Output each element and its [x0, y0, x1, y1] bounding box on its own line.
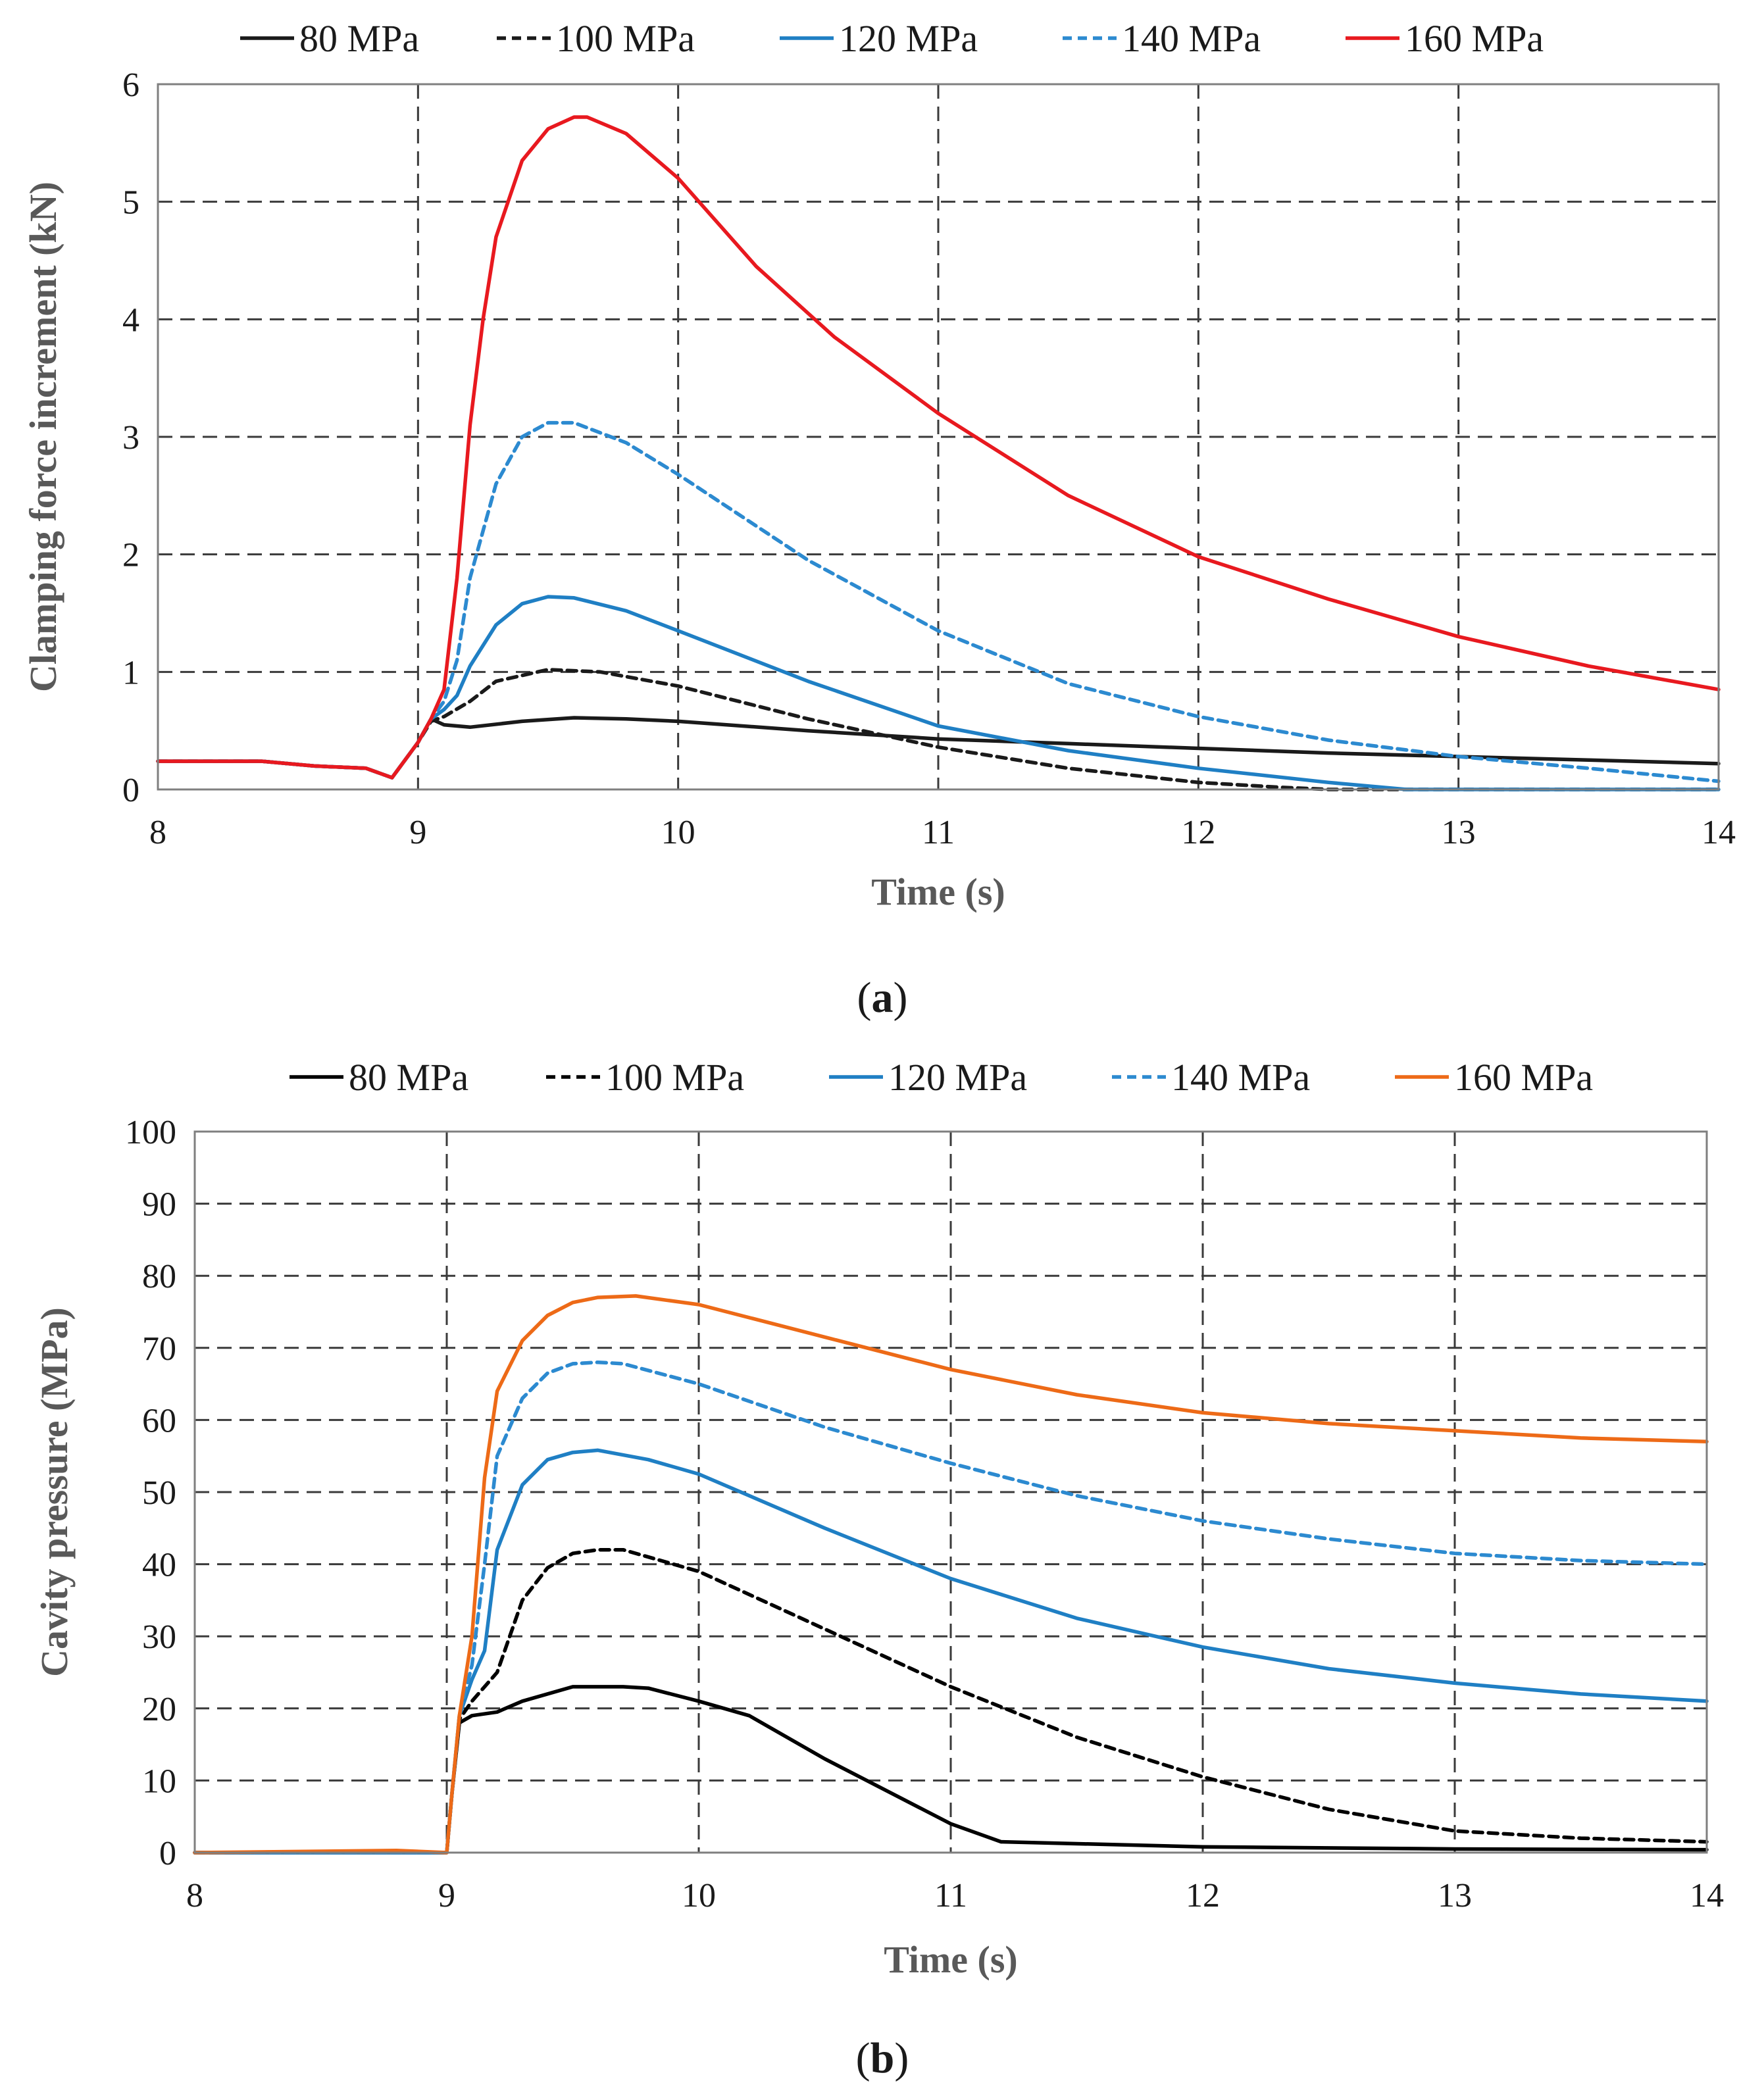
y-tick-label-30: 30: [142, 1618, 176, 1656]
series-line-100-mpa: [193, 1547, 1709, 1855]
legend-label-80-mpa: 80 MPa: [349, 1056, 468, 1099]
y-axis-title: Cavity pressure (MPa): [33, 1307, 76, 1677]
x-tick-label-14: 14: [1690, 1877, 1724, 1914]
x-tick-label-13: 13: [1438, 1877, 1472, 1914]
legend-label-100-mpa: 100 MPa: [605, 1056, 744, 1099]
y-tick-label-5: 5: [122, 184, 139, 222]
plot-frame: [157, 83, 1720, 791]
legend-label-140-mpa: 140 MPa: [1122, 17, 1261, 60]
series-line-160-mpa: [156, 115, 1721, 780]
y-tick-label-0: 0: [159, 1835, 176, 1872]
legend-label-120-mpa: 120 MPa: [888, 1056, 1027, 1099]
x-tick-label-14: 14: [1701, 814, 1736, 851]
series-line-160-mpa: [193, 1294, 1709, 1855]
y-tick-label-2: 2: [122, 537, 139, 574]
y-tick-label-100: 100: [125, 1114, 176, 1151]
x-tick-label-13: 13: [1442, 814, 1476, 851]
caption-a: (a): [857, 974, 908, 1022]
legend-label-140-mpa: 140 MPa: [1171, 1056, 1310, 1099]
legend-label-160-mpa: 160 MPa: [1454, 1056, 1593, 1099]
y-tick-label-70: 70: [142, 1330, 176, 1368]
y-tick-label-20: 20: [142, 1691, 176, 1728]
y-tick-label-0: 0: [122, 772, 139, 809]
x-tick-label-9: 9: [438, 1877, 455, 1914]
caption-b-letter: b: [870, 2034, 895, 2082]
x-tick-label-11: 11: [934, 1877, 967, 1914]
y-axis-title: Clamping force increment (kN): [22, 182, 64, 692]
caption-a-letter: a: [872, 974, 894, 1022]
x-axis-title: Time (s): [884, 1938, 1018, 1981]
x-tick-label-8: 8: [149, 814, 166, 851]
y-tick-label-90: 90: [142, 1186, 176, 1224]
y-tick-label-1: 1: [122, 654, 139, 691]
y-tick-label-40: 40: [142, 1547, 176, 1584]
legend-label-80-mpa: 80 MPa: [299, 17, 419, 60]
chart-panel-b: 0 10 20 30 40 50 60 70 80 90 100 8 9 10 11 12 13 14 Time (…: [33, 1056, 1724, 1981]
legend-label-120-mpa: 120 MPa: [839, 17, 978, 60]
x-tick-label-10: 10: [661, 814, 695, 851]
legend-label-160-mpa: 160 MPa: [1405, 17, 1544, 60]
x-tick-label-8: 8: [186, 1877, 203, 1914]
y-tick-label-80: 80: [142, 1258, 176, 1295]
y-tick-label-50: 50: [142, 1474, 176, 1512]
y-tick-label-4: 4: [122, 301, 139, 339]
y-tick-label-60: 60: [142, 1402, 176, 1439]
caption-b: (b): [856, 2034, 909, 2082]
x-tick-label-10: 10: [682, 1877, 716, 1914]
x-tick-label-12: 12: [1186, 1877, 1220, 1914]
y-tick-label-6: 6: [122, 66, 139, 104]
y-tick-label-3: 3: [122, 419, 139, 457]
x-tick-label-12: 12: [1181, 814, 1215, 851]
x-axis-title: Time (s): [871, 870, 1005, 913]
legend-label-100-mpa: 100 MPa: [556, 17, 695, 60]
y-tick-label-10: 10: [142, 1762, 176, 1800]
plot-frame: [193, 1130, 1708, 1854]
x-tick-label-11: 11: [922, 814, 955, 851]
x-tick-label-9: 9: [409, 814, 426, 851]
